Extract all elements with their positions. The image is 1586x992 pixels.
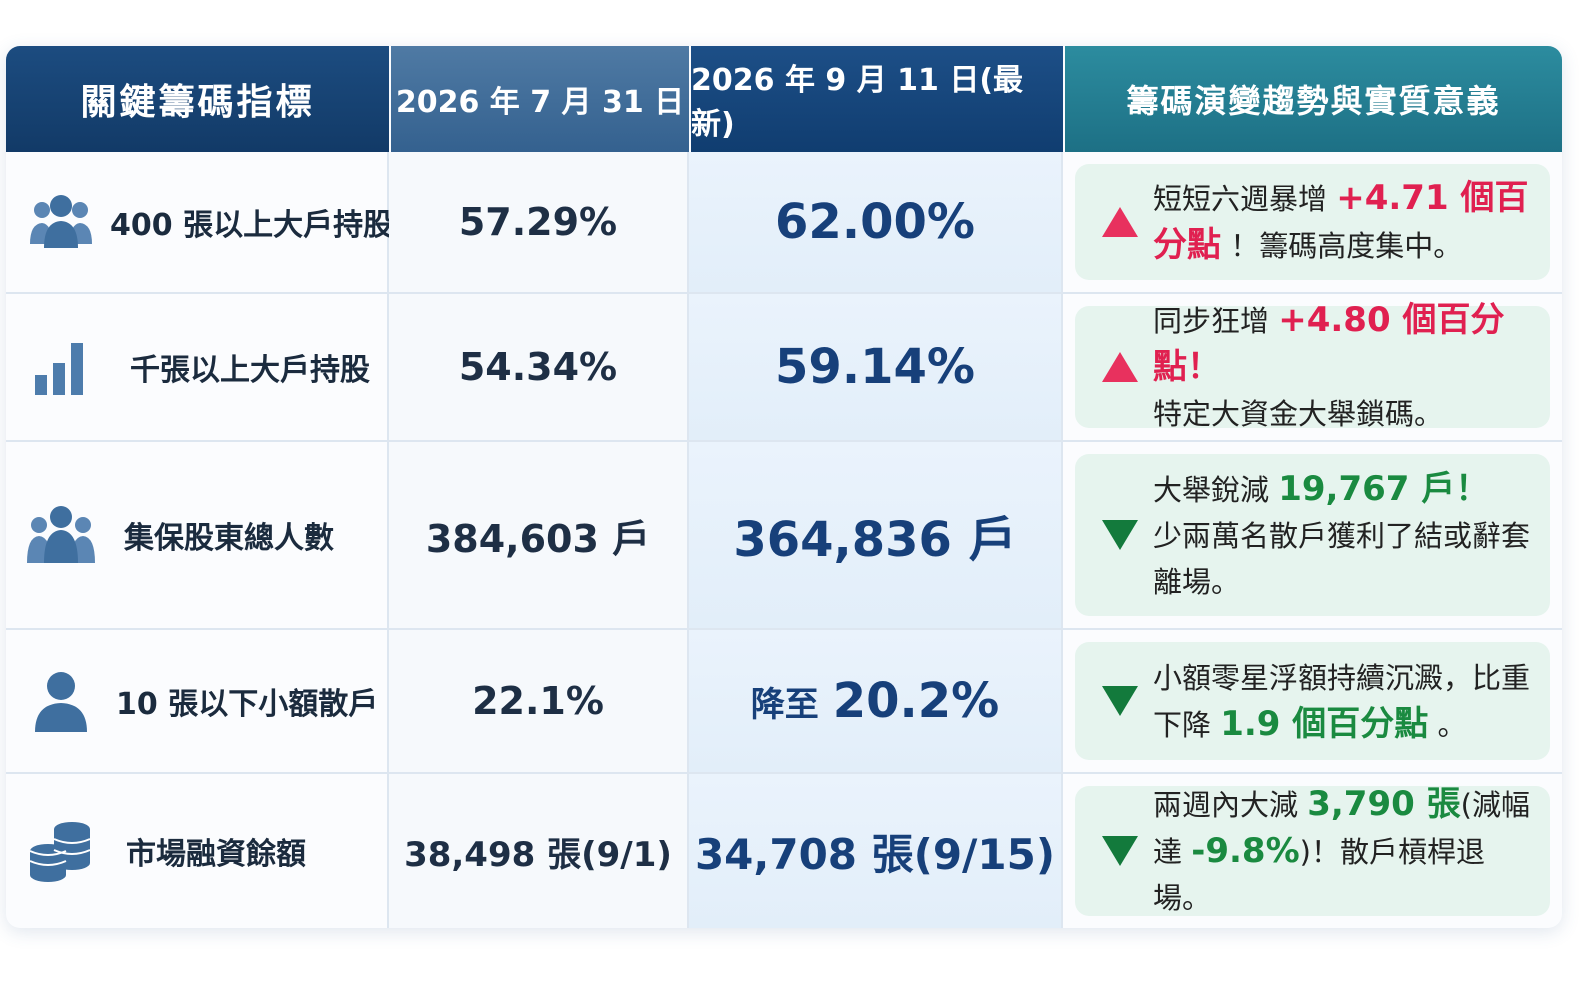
note-highlight: 3,790 張 [1307, 784, 1461, 824]
value-new: 59.14% [775, 339, 975, 395]
chip-indicator-table: 關鍵籌碼指標 2026 年 7 月 31 日 2026 年 9 月 11 日(最… [6, 46, 1562, 928]
bar-chart-icon [26, 336, 96, 398]
trend-note: 兩週內大減 3,790 張(減幅達 -9.8%)！散戶槓桿退場。 [1075, 784, 1550, 916]
indicator-label: 市場融資餘額 [126, 837, 306, 872]
value-old: 54.34% [458, 345, 618, 389]
note-text: 短短六週暴增 [1153, 182, 1328, 216]
note-text: 兩週內大減 [1153, 788, 1299, 822]
value-old: 38,498 張(9/1) [404, 834, 672, 875]
down-arrow-icon [1087, 518, 1153, 552]
table-row: 集保股東總人數 384,603 戶 364,836 戶 大舉銳減 19,767 … [6, 442, 1562, 630]
value-new: 20.2% [832, 673, 1000, 729]
header-indicator: 關鍵籌碼指標 [6, 46, 389, 152]
trend-note: 短短六週暴增 +4.71 個百分點 ！籌碼高度集中。 [1075, 164, 1550, 280]
people-icon [26, 504, 96, 566]
indicator-label: 集保股東總人數 [124, 521, 334, 556]
note-text-end: 少兩萬名散戶獲利了結或辭套離場。 [1153, 518, 1531, 599]
up-arrow-icon [1087, 205, 1153, 239]
value-old: 57.29% [458, 200, 618, 244]
note-text-end: ！籌碼高度集中。 [1230, 229, 1463, 263]
note-text-end: 。 [1437, 707, 1467, 742]
note-highlight: 1.9 個百分點 [1220, 703, 1429, 744]
trend-note: 小額零星浮額持續沉澱，比重下降 1.9 個百分點 。 [1075, 642, 1550, 760]
down-arrow-icon [1087, 684, 1153, 718]
header-date-old: 2026 年 7 月 31 日 [391, 46, 689, 152]
value-old: 384,603 戶 [425, 516, 651, 561]
note-highlight: +4.80 個百分點！ [1153, 300, 1505, 387]
table-row: 千張以上大戶持股 54.34% 59.14% 同步狂增 +4.80 個百分點！ … [6, 294, 1562, 442]
group-icon [26, 191, 96, 253]
note-text: 小額零星浮額持續沉澱，比重下降 [1153, 660, 1531, 742]
value-old: 22.1% [472, 679, 604, 723]
coins-icon [26, 820, 96, 882]
value-new: 34,708 張(9/15) [694, 829, 1056, 879]
indicator-label: 10 張以下小額散戶 [116, 687, 379, 722]
down-arrow-icon [1087, 834, 1153, 868]
table-row: 10 張以下小額散戶 22.1% 降至 20.2% 小額零星浮額持續沉澱，比重下… [6, 630, 1562, 774]
value-new-prefix: 降至 [750, 684, 819, 725]
up-arrow-icon [1087, 350, 1153, 384]
header-date-new: 2026 年 9 月 11 日(最新) [691, 46, 1063, 152]
note-text-end: )！散戶槓桿退場。 [1153, 835, 1485, 915]
indicator-label: 400 張以上大戶持股 [110, 208, 394, 243]
value-new: 364,836 戶 [733, 512, 1017, 568]
table-row: 400 張以上大戶持股 57.29% 62.00% 短短六週暴增 +4.71 個… [6, 152, 1562, 294]
value-new: 62.00% [775, 194, 975, 250]
note-highlight: +4.71 個百分點 [1153, 178, 1529, 265]
note-text-end: 特定大資金大舉鎖碼。 [1153, 397, 1444, 431]
header-meaning: 籌碼演變趨勢與實質意義 [1065, 46, 1562, 152]
trend-note: 大舉銳減 19,767 戶！ 少兩萬名散戶獲利了結或辭套離場。 [1075, 454, 1550, 616]
note-highlight-2: -9.8% [1191, 831, 1300, 871]
note-text: 同步狂增 [1153, 304, 1270, 338]
trend-note: 同步狂增 +4.80 個百分點！ 特定大資金大舉鎖碼。 [1075, 300, 1550, 431]
indicator-label: 千張以上大戶持股 [130, 353, 370, 388]
person-icon [26, 670, 96, 732]
table-row: 市場融資餘額 38,498 張(9/1) 34,708 張(9/15) 兩週內大… [6, 774, 1562, 928]
note-text-mid: (減幅達 [1153, 788, 1530, 869]
note-highlight: 19,767 戶！ [1278, 468, 1490, 509]
note-text: 大舉銳減 [1153, 472, 1270, 507]
